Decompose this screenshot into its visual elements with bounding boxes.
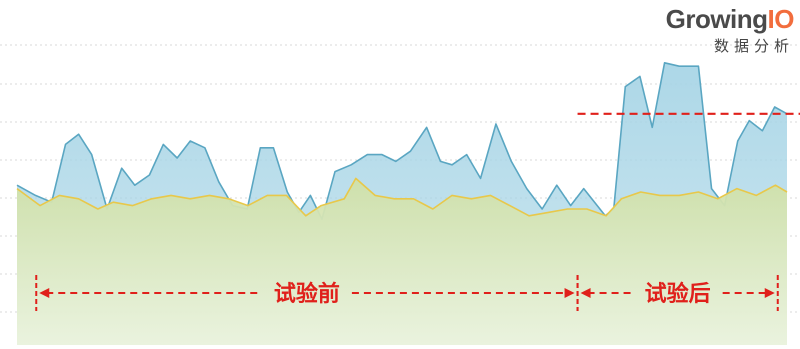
period-label-1: 试验后 (645, 281, 711, 307)
lower-series-line (16, 177, 788, 217)
period-arrowhead-right-1 (764, 288, 775, 298)
period-arrowhead-left-1 (580, 288, 591, 298)
period-annotation-1: 试验后 (576, 275, 779, 311)
upper-series-line (16, 62, 788, 220)
lower-series-area (17, 178, 787, 345)
brand-logo: GrowingIO 数据分析 (665, 4, 795, 56)
brand-subtitle: 数据分析 (713, 37, 794, 55)
period-label-0: 试验前 (274, 281, 340, 307)
period-arrowhead-right-0 (564, 288, 575, 298)
period-arrowhead-left-0 (39, 288, 50, 298)
brand-name: GrowingIO (665, 4, 795, 34)
